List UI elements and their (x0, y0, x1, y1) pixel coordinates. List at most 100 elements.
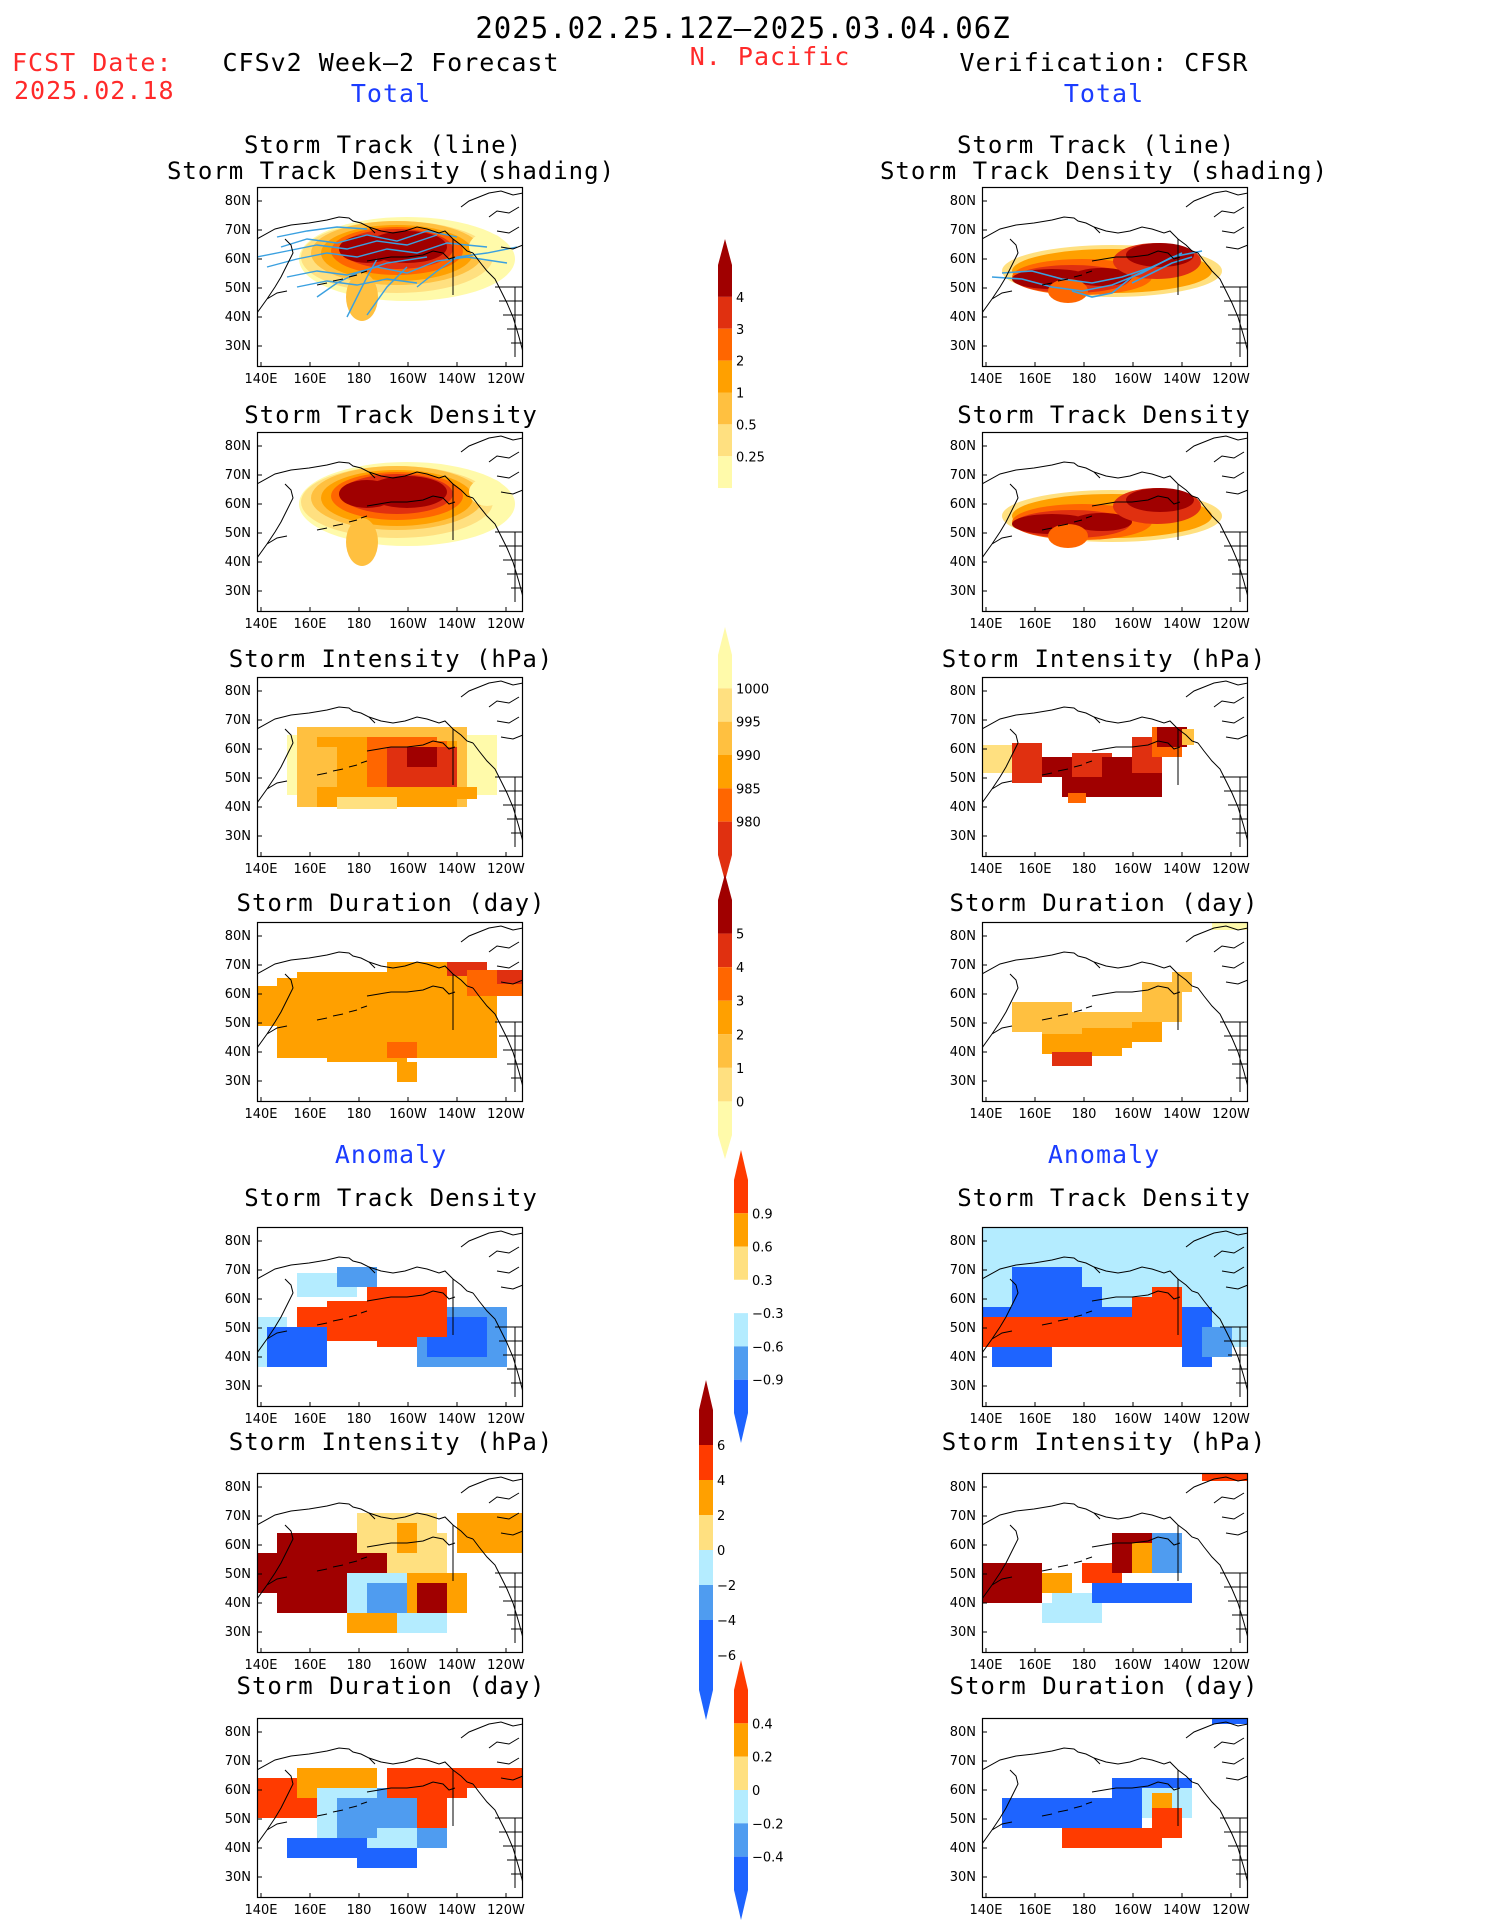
colorbar-swatch (718, 265, 732, 297)
coastline (316, 515, 368, 531)
colorbar-label: 0.25 (736, 450, 765, 465)
coastline (1220, 1572, 1248, 1643)
lon-tick-label: 120W (487, 862, 525, 877)
lon-tick-label: 180 (1072, 372, 1097, 387)
panel-title-intensity-anom: Storm Intensity (hPa) (941, 1428, 1267, 1456)
lon-tick-label: 160E (1018, 617, 1051, 632)
map-frame (981, 921, 1249, 1103)
storm-track-line (286, 256, 508, 278)
colorbar-swatch (718, 392, 732, 425)
coastline (257, 1256, 376, 1354)
grid-cell (1068, 793, 1086, 803)
lat-tick-label: 70N (950, 223, 976, 238)
grid-cell (1052, 1052, 1092, 1066)
colorbar-swatch (734, 1690, 748, 1724)
coastline (366, 226, 523, 353)
map-frame (256, 431, 524, 613)
colorbar-label: −0.6 (752, 1340, 784, 1355)
lat-tick-label: 40N (225, 310, 251, 325)
shading-region (1126, 488, 1194, 512)
grid-cell (982, 1563, 1042, 1603)
shading-region (346, 518, 378, 566)
verification-total-label: Total (1063, 79, 1145, 108)
forecast-total-label: Total (350, 79, 432, 108)
grid-cell (1042, 1327, 1142, 1347)
lon-tick-label: 180 (347, 1412, 372, 1427)
verification-column-title: Verification: CFSR (959, 48, 1249, 77)
grid-cell (1152, 1533, 1182, 1573)
coastline (1041, 515, 1093, 531)
lon-tick-label: 160E (293, 372, 326, 387)
lat-tick-label: 30N (225, 1870, 251, 1885)
coastline (460, 1721, 523, 1781)
coastline (1091, 1266, 1248, 1393)
coastline (257, 1747, 376, 1845)
storm-track-line (366, 266, 408, 316)
lat-tick-label: 30N (225, 829, 251, 844)
lat-tick-label: 80N (950, 194, 976, 209)
grid-cell (397, 1062, 417, 1082)
coastline (1041, 1005, 1093, 1021)
coastline (982, 951, 1101, 1049)
lat-tick-label: 50N (950, 1812, 976, 1827)
grid-cell (417, 1828, 447, 1848)
lon-tick-label: 180 (347, 862, 372, 877)
colorbar-label: 990 (736, 749, 761, 764)
lon-tick-label: 140E (244, 1107, 277, 1122)
lon-tick-label: 180 (347, 372, 372, 387)
lon-tick-label: 160E (1018, 1412, 1051, 1427)
coastline (982, 216, 1101, 314)
coastline (1091, 1757, 1248, 1884)
lon-tick-label: 120W (487, 1658, 525, 1673)
lon-tick-label: 160W (389, 862, 427, 877)
colorbar-arrow-top (718, 239, 732, 265)
lon-tick-label: 140E (969, 372, 1002, 387)
grid-cell (1082, 1028, 1132, 1048)
lon-tick-label: 180 (347, 1903, 372, 1918)
colorbar-arrow-bottom (718, 520, 732, 542)
lon-tick-label: 160W (389, 372, 427, 387)
shading-region (339, 480, 395, 508)
map-frame (981, 1472, 1249, 1654)
lat-tick-label: 60N (950, 987, 976, 1002)
lon-tick-label: 140W (438, 1658, 476, 1673)
colorbar-swatch (718, 1034, 732, 1068)
lat-tick-label: 50N (225, 1812, 251, 1827)
lon-tick-label: 140W (1163, 862, 1201, 877)
lon-tick-label: 160W (1114, 617, 1152, 632)
storm-track-line (266, 242, 488, 268)
colorbar-label: 1000 (736, 682, 769, 697)
colorbar-label: 0.4 (752, 1717, 773, 1732)
colorbar-label: 4 (736, 961, 744, 976)
forecast-density-map: 80N 70N 60N 50N 40N 30N 140E 160E 180 160W 140W 120… (225, 431, 525, 632)
lon-tick-label: 160W (1114, 1903, 1152, 1918)
colorbar-swatch (699, 1550, 713, 1585)
lon-tick-label: 120W (1212, 862, 1250, 877)
lon-tick-label: 140W (438, 862, 476, 877)
coastline (460, 1476, 523, 1536)
colorbar-label: 4 (717, 1474, 725, 1489)
coastline (1041, 1801, 1093, 1817)
colorbar-arrow-bottom (699, 1690, 713, 1720)
grid-cell (1202, 1327, 1232, 1357)
grid-cell (1132, 1022, 1162, 1042)
lat-tick-label: 30N (950, 339, 976, 354)
colorbar-swatch (699, 1655, 713, 1690)
map-frame (256, 1717, 524, 1899)
lon-tick-label: 160E (1018, 372, 1051, 387)
lat-tick-label: 70N (225, 1754, 251, 1769)
lon-tick-label: 120W (1212, 1903, 1250, 1918)
grid-cell (287, 1838, 367, 1858)
lon-tick-label: 140W (1163, 1412, 1201, 1427)
lat-tick-label: 50N (950, 1321, 976, 1336)
colorbar-swatch (718, 328, 732, 361)
map-frame (981, 186, 1249, 368)
lat-tick-label: 60N (225, 252, 251, 267)
colorbar-swatch (718, 788, 732, 822)
grid-cell (1152, 1287, 1182, 1317)
colorbar-label: 0 (752, 1784, 760, 1799)
grid-cell (417, 1032, 447, 1058)
lat-tick-label: 70N (950, 1754, 976, 1769)
colorbar-label: 3 (736, 995, 744, 1010)
lat-tick-label: 40N (225, 1841, 251, 1856)
